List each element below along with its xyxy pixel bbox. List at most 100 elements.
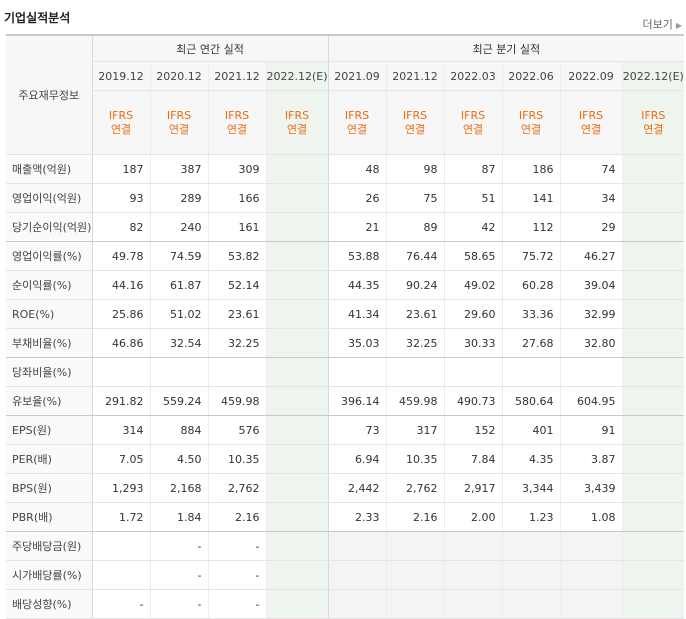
period-header: 2022.06 bbox=[501, 61, 561, 91]
row-label: 주당배당금(원) bbox=[6, 531, 92, 561]
table-cell: 34 bbox=[559, 183, 623, 213]
ifrs-label: IFRS bbox=[641, 108, 666, 122]
table-cell: 3,344 bbox=[501, 473, 561, 503]
table-cell: 10.35 bbox=[207, 444, 266, 474]
table-cell bbox=[265, 154, 329, 184]
period-header: 2019.12 bbox=[91, 61, 150, 91]
table-cell: 317 bbox=[385, 415, 445, 445]
table-cell bbox=[327, 531, 387, 561]
table-cell: 51.02 bbox=[149, 299, 208, 329]
table-cell: 32.80 bbox=[559, 328, 623, 358]
ifrs-label: IFRS bbox=[460, 108, 486, 122]
table-cell bbox=[621, 154, 685, 184]
table-cell: 33.36 bbox=[501, 299, 561, 329]
table-cell: 58.65 bbox=[443, 241, 503, 271]
ifrs-label: IFRS bbox=[166, 108, 192, 122]
table-row: 유보율(%) 291.82 559.24 459.98 396.14 459.98 490.… bbox=[6, 386, 685, 416]
table-row: ROE(%) 25.86 51.02 23.61 41.34 23.61 29.60 33.3… bbox=[6, 299, 685, 329]
table-cell bbox=[265, 589, 329, 619]
table-cell bbox=[207, 357, 266, 387]
table-cell: 90.24 bbox=[385, 270, 445, 300]
table-cell bbox=[621, 212, 685, 242]
row-label: 당좌비율(%) bbox=[6, 357, 92, 387]
table-cell bbox=[265, 415, 329, 445]
table-cell: 387 bbox=[149, 154, 208, 184]
table-cell: 459.98 bbox=[207, 386, 266, 416]
table-row: PBR(배) 1.72 1.84 2.16 2.33 2.16 2.00 1.23 1.08 bbox=[6, 502, 685, 532]
table-cell: 112 bbox=[501, 212, 561, 242]
table-cell bbox=[265, 444, 329, 474]
period-header: 2022.12(E) bbox=[265, 61, 329, 91]
table-cell bbox=[559, 589, 623, 619]
table-cell: 4.35 bbox=[501, 444, 561, 474]
table-cell bbox=[265, 299, 329, 329]
ifrs-badge: IFRS 연결 bbox=[559, 90, 623, 155]
table-cell: - bbox=[207, 560, 266, 590]
table-cell bbox=[621, 328, 685, 358]
table-cell: 89 bbox=[385, 212, 445, 242]
table-cell bbox=[501, 589, 561, 619]
period-header: 2021.12 bbox=[385, 61, 445, 91]
more-label: 더보기 bbox=[642, 18, 673, 31]
table-cell bbox=[621, 444, 685, 474]
table-cell: 309 bbox=[207, 154, 266, 184]
consolidated-label: 연결 bbox=[520, 122, 542, 136]
table-cell bbox=[265, 270, 329, 300]
table-cell: 314 bbox=[91, 415, 150, 445]
table-cell bbox=[265, 241, 329, 271]
table-cell bbox=[621, 560, 685, 590]
table-cell: 10.35 bbox=[385, 444, 445, 474]
table-cell: 21 bbox=[327, 212, 387, 242]
table-cell: 32.25 bbox=[385, 328, 445, 358]
table-cell bbox=[621, 531, 685, 561]
ifrs-badge: IFRS 연결 bbox=[443, 90, 503, 155]
table-cell bbox=[621, 241, 685, 271]
table-cell bbox=[621, 473, 685, 503]
table-cell: 7.84 bbox=[443, 444, 503, 474]
chevron-right-icon: ▶ bbox=[675, 21, 682, 30]
table-cell: 7.05 bbox=[91, 444, 150, 474]
table-cell: 2,762 bbox=[385, 473, 445, 503]
consolidated-label: 연결 bbox=[404, 122, 426, 136]
table-cell bbox=[265, 212, 329, 242]
table-cell: 289 bbox=[149, 183, 208, 213]
ifrs-label: IFRS bbox=[344, 108, 370, 122]
table-cell bbox=[265, 502, 329, 532]
table-cell bbox=[621, 270, 685, 300]
table-cell bbox=[265, 473, 329, 503]
table-cell: 73 bbox=[327, 415, 387, 445]
ifrs-badge: IFRS 연결 bbox=[327, 90, 387, 155]
row-label: 배당성향(%) bbox=[6, 589, 92, 619]
row-label: 부채비율(%) bbox=[6, 328, 92, 358]
table-cell: 1,293 bbox=[91, 473, 150, 503]
table-cell bbox=[91, 560, 150, 590]
corner-header: 주요재무정보 bbox=[6, 34, 92, 155]
table-row: 주당배당금(원) - - bbox=[6, 531, 685, 561]
table-cell: 82 bbox=[91, 212, 150, 242]
period-header: 2021.12 bbox=[207, 61, 266, 91]
table-cell: 1.23 bbox=[501, 502, 561, 532]
table-cell bbox=[501, 560, 561, 590]
table-cell bbox=[559, 357, 623, 387]
table-cell: 35.03 bbox=[327, 328, 387, 358]
table-cell: 401 bbox=[501, 415, 561, 445]
table-cell bbox=[265, 357, 329, 387]
table-cell: 2.16 bbox=[385, 502, 445, 532]
table-cell: - bbox=[149, 531, 208, 561]
ifrs-label: IFRS bbox=[284, 108, 310, 122]
more-link[interactable]: 더보기 ▶ bbox=[642, 16, 682, 32]
table-cell: 3,439 bbox=[559, 473, 623, 503]
table-cell bbox=[327, 560, 387, 590]
ifrs-badge: IFRS 연결 bbox=[385, 90, 445, 155]
table-row: 배당성향(%) - - - bbox=[6, 589, 685, 619]
table-cell: 75 bbox=[385, 183, 445, 213]
table-cell: 39.04 bbox=[559, 270, 623, 300]
table-row: 순이익률(%) 44.16 61.87 52.14 44.35 90.24 49.02 60.… bbox=[6, 270, 685, 300]
table-cell: 25.86 bbox=[91, 299, 150, 329]
table-cell bbox=[443, 560, 503, 590]
table-cell: 93 bbox=[91, 183, 150, 213]
table-cell: 2,168 bbox=[149, 473, 208, 503]
table-cell: - bbox=[207, 531, 266, 561]
table-cell: 1.72 bbox=[91, 502, 150, 532]
table-cell: 2.16 bbox=[207, 502, 266, 532]
